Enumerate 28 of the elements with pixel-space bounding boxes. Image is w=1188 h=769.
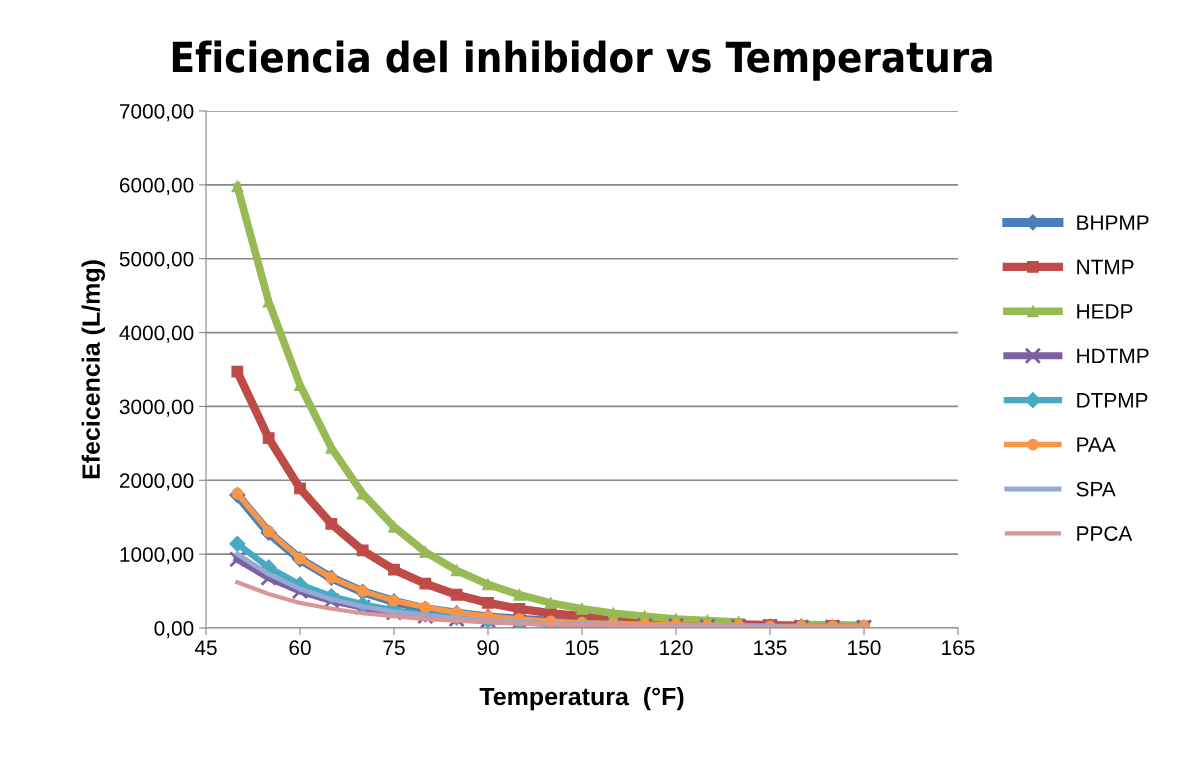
- x-tick-label: 75: [383, 640, 405, 656]
- x-axis-title: Temperatura (°F): [479, 687, 684, 711]
- x-tick-label: 150: [848, 640, 881, 656]
- y-tick-label: 6000,00: [119, 177, 194, 196]
- y-tick-label: 3000,00: [119, 399, 194, 417]
- x-tick-label: 120: [660, 640, 693, 656]
- legend-label: BHPMP: [1077, 215, 1149, 230]
- legend-label: PAA: [1077, 437, 1116, 452]
- chart-title: Eficiencia del inhibidor vs Temperatura: [172, 40, 992, 81]
- y-tick-label: 2000,00: [119, 473, 194, 491]
- legend-label: PPCA: [1077, 526, 1133, 541]
- x-tick-label: 45: [194, 640, 217, 656]
- legend-label: NTMP: [1077, 259, 1134, 275]
- legend-label: SPA: [1076, 481, 1116, 497]
- x-tick-label: 165: [942, 640, 975, 656]
- x-tick-label: 90: [477, 640, 499, 656]
- x-tick-label: 60: [289, 640, 311, 656]
- y-tick-label: 4000,00: [119, 325, 194, 343]
- legend-label: HDTMP: [1077, 348, 1149, 364]
- y-tick-label: 7000,00: [119, 104, 194, 122]
- y-axis-title: Efecicencia (L/mg): [81, 260, 106, 479]
- legend-label: HEDP: [1077, 304, 1133, 319]
- y-tick-label: 1000,00: [120, 547, 194, 565]
- x-tick-label: 105: [566, 640, 599, 656]
- y-tick-label: 5000,00: [119, 251, 194, 269]
- legend-label: DTPMP: [1077, 393, 1148, 408]
- y-tick-label: 0,00: [154, 621, 194, 639]
- x-tick-label: 135: [754, 640, 787, 656]
